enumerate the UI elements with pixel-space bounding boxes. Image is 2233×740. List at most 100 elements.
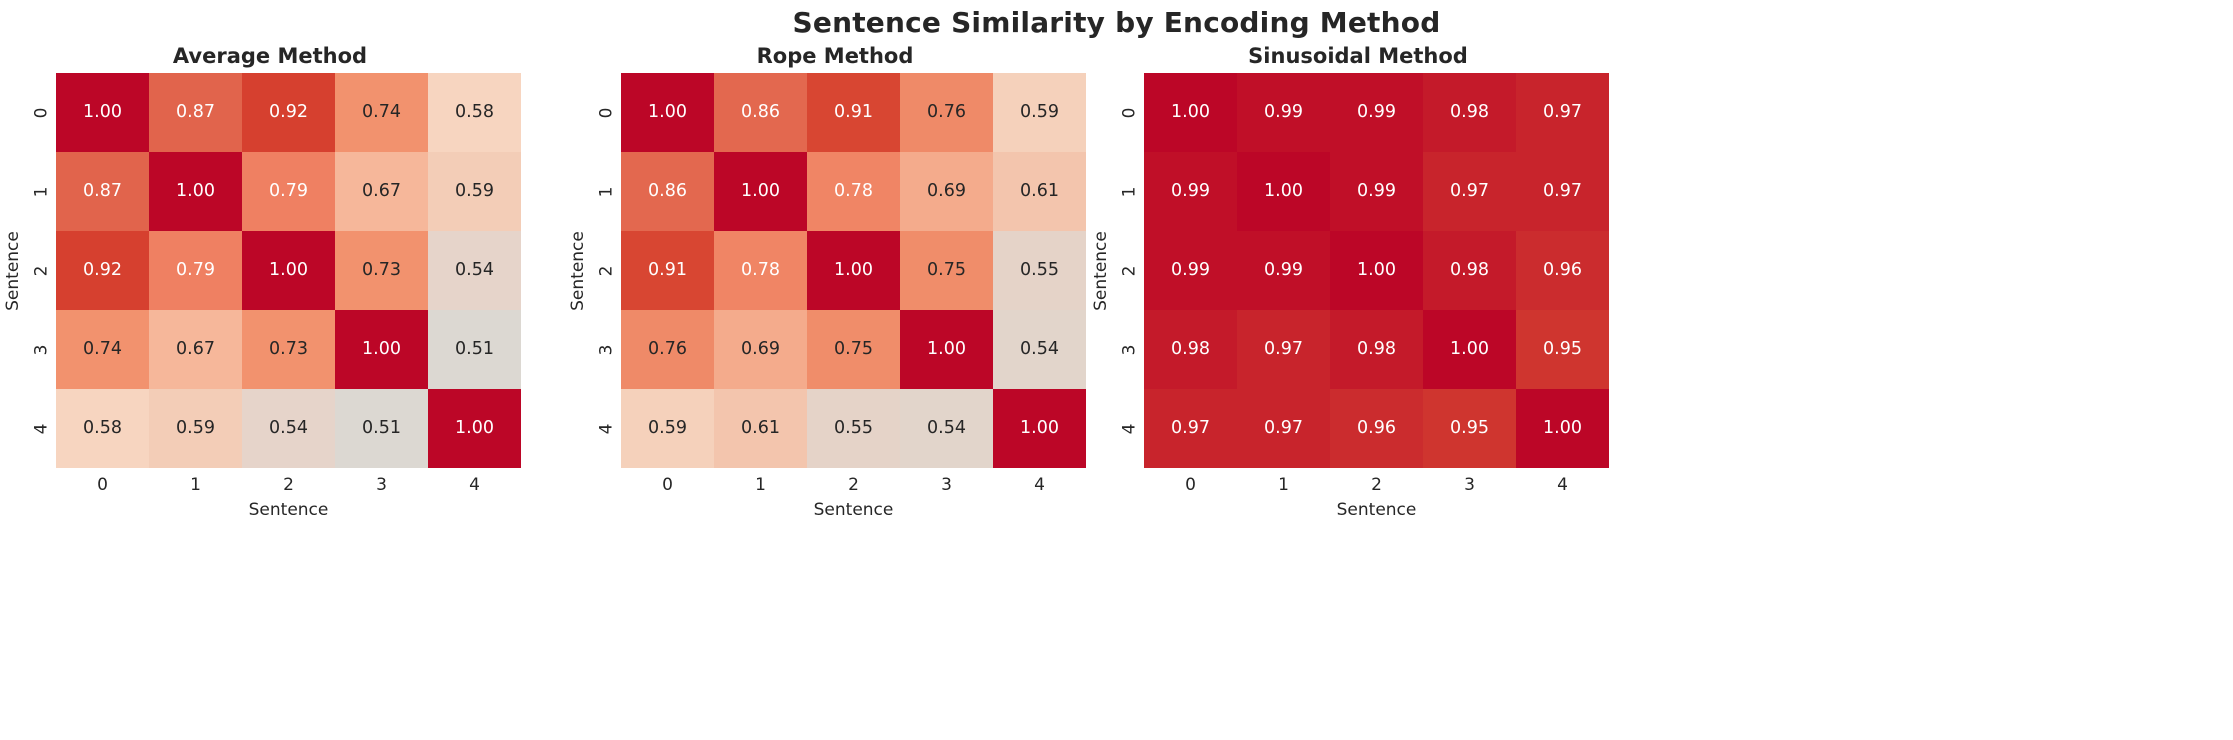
- y-tick-label: 2: [1119, 265, 1140, 276]
- x-tick: 1: [755, 475, 766, 495]
- heatmap-cell: 0.61: [993, 152, 1086, 231]
- heatmap-cell: 0.96: [1516, 231, 1609, 310]
- heatmap-cell: 0.74: [56, 310, 149, 389]
- x-tick: 4: [469, 475, 480, 495]
- heatmap-cell: 0.91: [807, 73, 900, 152]
- heatmap-cell: 0.99: [1237, 73, 1330, 152]
- heatmap-cell: 0.91: [621, 231, 714, 310]
- x-axis-label: Sentence: [1336, 500, 1417, 520]
- x-tick: 3: [941, 475, 952, 495]
- heatmap-cell: 0.96: [1330, 389, 1423, 468]
- x-tick: 3: [1464, 475, 1475, 495]
- heatmap-cell: 0.92: [56, 231, 149, 310]
- heatmap-cell: 1.00: [1330, 231, 1423, 310]
- heatmap-cell: 0.55: [993, 231, 1086, 310]
- heatmap-cell: 1.00: [335, 310, 428, 389]
- heatmap-cell: 0.73: [335, 231, 428, 310]
- x-axis-label: Sentence: [248, 500, 329, 520]
- heatmap-cell: 0.54: [993, 310, 1086, 389]
- x-tick: 4: [1034, 475, 1045, 495]
- heatmap-cell: 0.69: [900, 152, 993, 231]
- heatmap-cell: 0.97: [1516, 73, 1609, 152]
- y-tick-label: 0: [596, 107, 617, 118]
- x-tick: 4: [1557, 475, 1568, 495]
- x-tick: 1: [1278, 475, 1289, 495]
- heatmap-cell: 0.59: [993, 73, 1086, 152]
- heatmap-cell: 0.55: [807, 389, 900, 468]
- heatmap-cell: 0.74: [335, 73, 428, 152]
- heatmap-cell: 0.59: [149, 389, 242, 468]
- x-axis-label: Sentence: [813, 500, 894, 520]
- heatmap-panel-sinusoidal: Sinusoidal Method Sentence 0 1 2 3 4 1.0…: [1088, 44, 1628, 704]
- heatmap-cell: 0.54: [428, 231, 521, 310]
- heatmap-cell: 1.00: [242, 231, 335, 310]
- heatmap-cell: 0.86: [714, 73, 807, 152]
- heatmap-cell: 0.59: [621, 389, 714, 468]
- heatmap-cell: 0.86: [621, 152, 714, 231]
- heatmap-cell: 0.58: [56, 389, 149, 468]
- y-tick-label: 0: [31, 107, 52, 118]
- x-tick: 1: [190, 475, 201, 495]
- heatmap-cell: 0.75: [807, 310, 900, 389]
- y-tick: 0: [1088, 73, 1144, 152]
- heatmap-grid: 1.00 0.99 0.99 0.98 0.97 0.99 1.00 0.99 0.97 0.97…: [1144, 73, 1609, 468]
- heatmap-cell: 0.98: [1330, 310, 1423, 389]
- y-tick: 4: [0, 389, 56, 468]
- heatmap-cell: 0.78: [714, 231, 807, 310]
- heatmap-cell: 0.51: [428, 310, 521, 389]
- heatmap-cell: 0.67: [149, 310, 242, 389]
- y-tick: 2: [565, 231, 621, 310]
- x-tick: 2: [283, 475, 294, 495]
- heatmap-cell: 1.00: [1237, 152, 1330, 231]
- heatmap-cell: 0.95: [1423, 389, 1516, 468]
- x-axis-ticks: 0 1 2 3 4: [56, 468, 521, 502]
- panel-title: Average Method: [172, 44, 368, 68]
- heatmap-cell: 1.00: [1516, 389, 1609, 468]
- y-axis-ticks: 0 1 2 3 4: [565, 73, 621, 468]
- heatmap-cell: 1.00: [1423, 310, 1516, 389]
- heatmap-cell: 0.99: [1330, 73, 1423, 152]
- x-axis-ticks: 0 1 2 3 4: [621, 468, 1086, 502]
- heatmap-cell: 0.76: [900, 73, 993, 152]
- figure-title: Sentence Similarity by Encoding Method: [792, 6, 1441, 39]
- y-axis-ticks: 0 1 2 3 4: [0, 73, 56, 468]
- y-tick: 2: [0, 231, 56, 310]
- y-tick-label: 3: [596, 344, 617, 355]
- y-tick-label: 3: [1119, 344, 1140, 355]
- heatmap-cell: 1.00: [428, 389, 521, 468]
- heatmap-cell: 0.58: [428, 73, 521, 152]
- heatmap-cell: 0.78: [807, 152, 900, 231]
- y-tick-label: 3: [31, 344, 52, 355]
- heatmap-cell: 1.00: [993, 389, 1086, 468]
- y-tick-label: 1: [596, 186, 617, 197]
- y-tick: 4: [1088, 389, 1144, 468]
- y-tick: 3: [1088, 310, 1144, 389]
- heatmap-cell: 0.67: [335, 152, 428, 231]
- heatmap-cell: 0.99: [1237, 231, 1330, 310]
- y-tick: 3: [0, 310, 56, 389]
- heatmap-cell: 0.99: [1330, 152, 1423, 231]
- y-tick-label: 4: [1119, 423, 1140, 434]
- y-tick-label: 2: [596, 265, 617, 276]
- heatmap-cell: 0.95: [1516, 310, 1609, 389]
- x-tick: 2: [1371, 475, 1382, 495]
- heatmap-cell: 0.51: [335, 389, 428, 468]
- heatmap-cell: 1.00: [56, 73, 149, 152]
- y-tick-label: 4: [31, 423, 52, 434]
- heatmap-cell: 0.61: [714, 389, 807, 468]
- y-tick-label: 2: [31, 265, 52, 276]
- x-tick: 2: [848, 475, 859, 495]
- y-tick: 4: [565, 389, 621, 468]
- panel-title: Rope Method: [756, 44, 914, 68]
- heatmap-cell: 1.00: [149, 152, 242, 231]
- heatmap-cell: 0.73: [242, 310, 335, 389]
- heatmap-cell: 0.87: [149, 73, 242, 152]
- y-axis-ticks: 0 1 2 3 4: [1088, 73, 1144, 468]
- heatmap-cell: 0.97: [1516, 152, 1609, 231]
- heatmap-grid: 1.00 0.86 0.91 0.76 0.59 0.86 1.00 0.78 0.69 0.61…: [621, 73, 1086, 468]
- y-tick: 1: [0, 152, 56, 231]
- heatmap-cell: 1.00: [714, 152, 807, 231]
- heatmap-grid: 1.00 0.87 0.92 0.74 0.58 0.87 1.00 0.79 0.67 0.59…: [56, 73, 521, 468]
- heatmap-cell: 0.98: [1423, 73, 1516, 152]
- heatmap-cell: 0.69: [714, 310, 807, 389]
